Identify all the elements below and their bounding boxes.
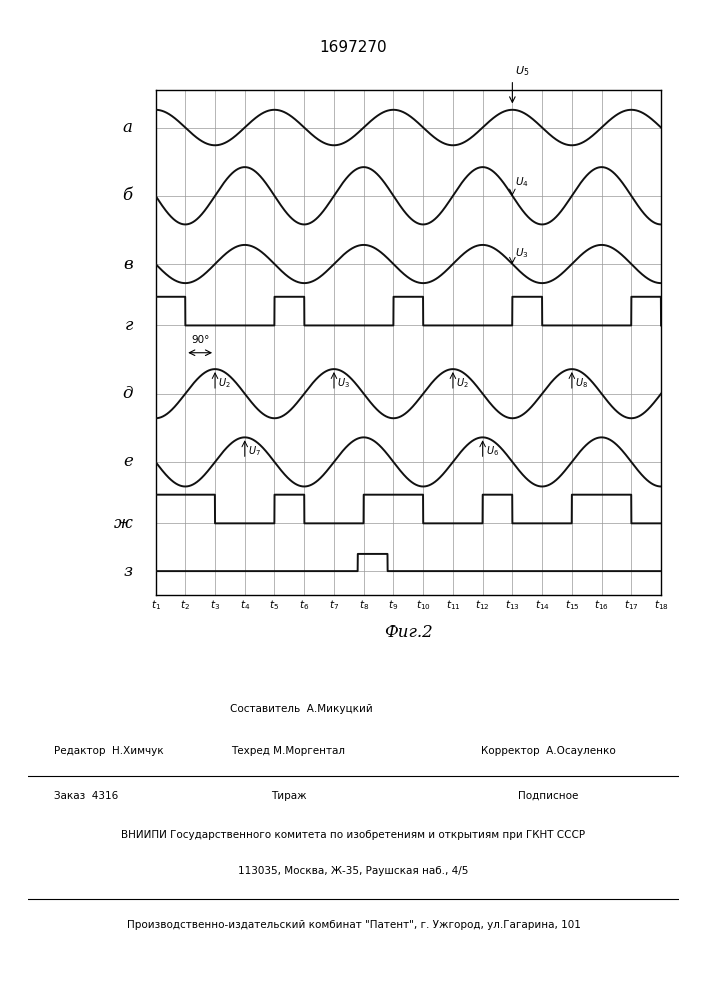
Text: $U_5$: $U_5$ xyxy=(515,65,530,78)
Text: Составитель  А.Микуцкий: Составитель А.Микуцкий xyxy=(230,704,373,714)
Text: $t_2$: $t_2$ xyxy=(180,598,190,612)
Text: $t_6$: $t_6$ xyxy=(299,598,310,612)
Text: $U_3$: $U_3$ xyxy=(337,376,350,390)
Text: ж: ж xyxy=(114,515,133,532)
Text: г: г xyxy=(124,317,133,334)
Text: $t_{16}$: $t_{16}$ xyxy=(594,598,609,612)
Text: Производственно-издательский комбинат "Патент", г. Ужгород, ул.Гагарина, 101: Производственно-издательский комбинат "П… xyxy=(127,920,580,930)
Text: 90°: 90° xyxy=(191,335,209,345)
Text: $t_{17}$: $t_{17}$ xyxy=(624,598,638,612)
Text: д: д xyxy=(122,385,133,402)
Text: Фиг.2: Фиг.2 xyxy=(384,624,433,641)
Text: Заказ  4316: Заказ 4316 xyxy=(54,791,119,801)
Text: з: з xyxy=(124,563,133,580)
Text: $t_9$: $t_9$ xyxy=(388,598,399,612)
Text: $t_4$: $t_4$ xyxy=(240,598,250,612)
Text: Тираж: Тираж xyxy=(271,791,306,801)
Text: $U_2$: $U_2$ xyxy=(456,376,469,390)
Text: $t_{12}$: $t_{12}$ xyxy=(475,598,490,612)
Text: Редактор  Н.Химчук: Редактор Н.Химчук xyxy=(54,746,164,756)
Text: Техред М.Моргентал: Техред М.Моргентал xyxy=(231,746,346,756)
Text: $U_7$: $U_7$ xyxy=(247,444,261,458)
Text: $t_{14}$: $t_{14}$ xyxy=(534,598,549,612)
Text: $t_3$: $t_3$ xyxy=(210,598,220,612)
Text: $t_5$: $t_5$ xyxy=(269,598,279,612)
Text: $U_8$: $U_8$ xyxy=(575,376,588,390)
Text: $t_8$: $t_8$ xyxy=(358,598,369,612)
Text: Корректор  А.Осауленко: Корректор А.Осауленко xyxy=(481,746,616,756)
Text: 113035, Москва, Ж-35, Раушская наб., 4/5: 113035, Москва, Ж-35, Раушская наб., 4/5 xyxy=(238,866,469,876)
Text: $U_6$: $U_6$ xyxy=(486,444,498,458)
Text: а: а xyxy=(123,119,133,136)
Text: $t_{10}$: $t_{10}$ xyxy=(416,598,431,612)
Text: $t_{11}$: $t_{11}$ xyxy=(445,598,460,612)
Text: $U_2$: $U_2$ xyxy=(218,376,230,390)
Text: Подписное: Подписное xyxy=(518,791,579,801)
Text: $U_4$: $U_4$ xyxy=(515,175,529,189)
Text: $U_3$: $U_3$ xyxy=(515,246,529,260)
Text: $t_7$: $t_7$ xyxy=(329,598,339,612)
Text: 1697270: 1697270 xyxy=(320,40,387,55)
Text: ВНИИПИ Государственного комитета по изобретениям и открытиям при ГКНТ СССР: ВНИИПИ Государственного комитета по изоб… xyxy=(122,830,585,840)
Text: $t_1$: $t_1$ xyxy=(151,598,160,612)
Text: е: е xyxy=(123,453,133,470)
Text: б: б xyxy=(123,187,133,204)
Text: $t_{15}$: $t_{15}$ xyxy=(564,598,579,612)
Text: в: в xyxy=(123,256,133,273)
Text: $t_{13}$: $t_{13}$ xyxy=(505,598,520,612)
Text: $t_{18}$: $t_{18}$ xyxy=(654,598,668,612)
